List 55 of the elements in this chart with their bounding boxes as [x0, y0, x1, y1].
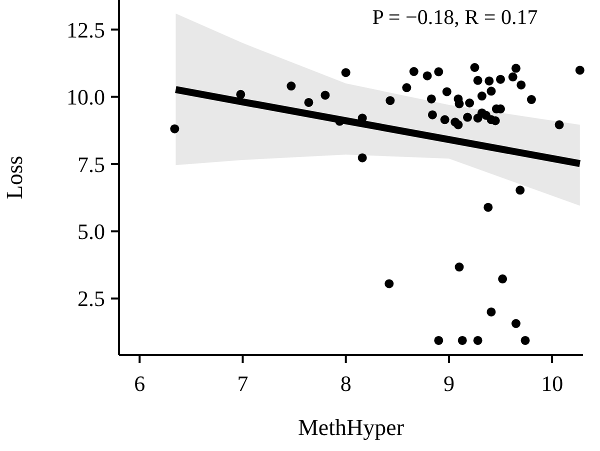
point — [434, 67, 444, 76]
point — [236, 90, 246, 99]
point — [473, 336, 482, 345]
point — [554, 120, 564, 130]
point — [496, 74, 506, 84]
point — [304, 98, 314, 107]
point — [473, 76, 482, 85]
point — [434, 336, 444, 345]
point — [516, 186, 525, 195]
point — [386, 96, 395, 106]
point — [409, 67, 418, 76]
point — [458, 336, 467, 345]
point — [442, 87, 452, 96]
point — [170, 124, 180, 134]
point — [426, 94, 436, 104]
point — [454, 120, 463, 130]
point — [575, 66, 584, 75]
x-axis-title: MethHyper — [298, 415, 404, 440]
point — [520, 336, 530, 345]
point — [511, 64, 520, 73]
point — [486, 307, 496, 316]
x-tick-label: 8 — [340, 371, 352, 396]
point — [422, 71, 432, 80]
point — [320, 90, 330, 100]
point — [440, 115, 450, 124]
point — [511, 319, 520, 328]
point — [470, 63, 480, 72]
point — [498, 274, 508, 284]
y-tick-label: 5.0 — [78, 218, 105, 244]
point — [463, 112, 472, 122]
point — [384, 279, 394, 288]
y-tick-label: 10.0 — [66, 84, 105, 110]
x-tick-label: 9 — [443, 371, 454, 396]
point — [516, 80, 526, 90]
annotation: P = −0.18, R = 0.17 — [372, 5, 538, 29]
point — [484, 202, 493, 212]
y-tick-label: 7.5 — [78, 152, 105, 177]
point — [286, 82, 296, 91]
x-tick-label: 6 — [134, 371, 146, 396]
point — [341, 68, 350, 78]
y-tick-label: 2.5 — [78, 286, 105, 312]
point — [454, 262, 464, 272]
point — [486, 86, 496, 96]
x-tick-label: 7 — [237, 371, 248, 396]
point — [477, 92, 486, 101]
x-tick-label: 10 — [541, 371, 564, 396]
point — [358, 153, 367, 162]
y-axis-title: Loss — [2, 156, 27, 200]
point — [465, 98, 474, 108]
point — [484, 76, 494, 86]
point — [508, 72, 518, 82]
point — [428, 110, 437, 120]
y-tick-label: 12.5 — [66, 17, 105, 42]
point — [526, 95, 536, 104]
point — [402, 83, 412, 92]
